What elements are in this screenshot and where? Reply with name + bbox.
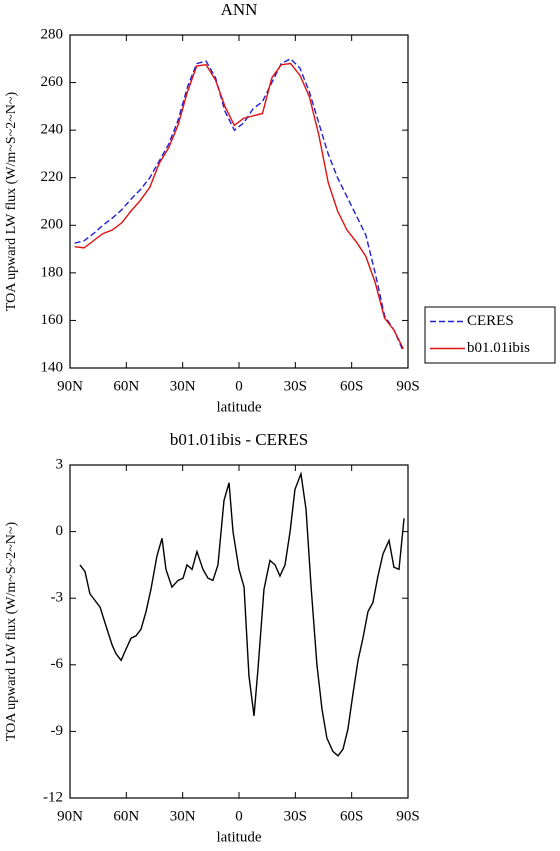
x-tick-label: 0 (235, 808, 243, 824)
x-axis-label: latitude (217, 829, 262, 845)
legend-label: CERES (467, 313, 514, 329)
data-line (74, 62, 404, 350)
y-tick-label: 3 (56, 456, 64, 472)
y-tick-label: 280 (41, 26, 64, 42)
x-tick-label: 30N (170, 808, 196, 824)
y-tick-label: -9 (51, 723, 64, 739)
legend-box (424, 306, 556, 364)
x-tick-label: 60S (340, 378, 363, 394)
x-tick-label: 60N (113, 808, 139, 824)
y-tick-label: 180 (41, 264, 64, 280)
x-tick-label: 90N (57, 378, 83, 394)
data-line (79, 471, 405, 757)
y-tick-label: 200 (41, 217, 64, 233)
plot-frame (69, 464, 409, 799)
y-tick-label: -12 (43, 789, 63, 805)
plot-frame (69, 34, 409, 369)
y-tick-label: -3 (51, 590, 64, 606)
x-tick-label: 90S (396, 378, 419, 394)
y-tick-label: 220 (41, 169, 64, 185)
chart-title: b01.01ibis - CERES (170, 430, 308, 449)
data-line (74, 57, 404, 352)
x-axis-label: latitude (217, 399, 262, 415)
y-axis-label: TOA upward LW flux (W/m~S~2~N~) (4, 522, 19, 742)
x-tick-label: 30S (284, 378, 307, 394)
y-tick-label: 140 (41, 359, 64, 375)
chart-title: ANN (221, 0, 258, 19)
x-tick-label: 0 (235, 378, 243, 394)
x-tick-label: 60N (113, 378, 139, 394)
x-tick-label: 90S (396, 808, 419, 824)
y-tick-label: 160 (41, 312, 64, 328)
x-tick-label: 30S (284, 808, 307, 824)
y-axis-label: TOA upward LW flux (W/m~S~2~N~) (4, 92, 19, 312)
x-tick-label: 90N (57, 808, 83, 824)
y-tick-label: 0 (56, 523, 64, 539)
x-tick-label: 60S (340, 808, 363, 824)
y-tick-label: -6 (51, 656, 64, 672)
legend-label: b01.01ibis (467, 340, 530, 356)
x-tick-label: 30N (170, 378, 196, 394)
y-tick-label: 240 (41, 122, 64, 138)
y-tick-label: 260 (41, 74, 64, 90)
